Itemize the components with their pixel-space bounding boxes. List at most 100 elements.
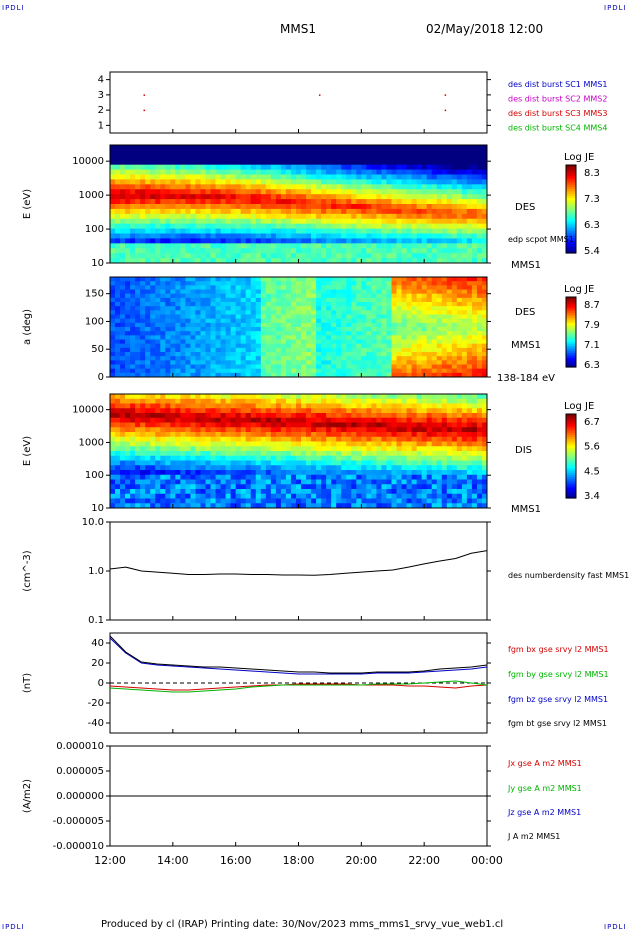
des_energy-cell — [250, 194, 257, 200]
des_pitch-cell — [446, 289, 453, 295]
des_pitch-cell — [170, 331, 176, 336]
dis_energy-cell — [255, 436, 262, 442]
des_pitch-cell — [386, 347, 392, 353]
des_energy-cell — [235, 145, 242, 151]
des_energy-cell — [411, 154, 418, 161]
des_pitch-cell — [391, 335, 398, 340]
des_energy-cell — [220, 208, 227, 215]
des_pitch-cell — [366, 352, 372, 357]
des_energy-cell — [376, 233, 382, 239]
des_pitch-cell — [461, 356, 468, 361]
des_pitch-colorbar-cell — [566, 298, 576, 302]
dis_energy-cell — [301, 479, 307, 485]
dis_energy-cell — [225, 436, 232, 442]
des_pitch-cell — [230, 364, 237, 370]
dis_energy-cell — [280, 451, 287, 457]
dis_energy-cell — [351, 432, 357, 438]
des_pitch-cell — [386, 343, 392, 349]
des_pitch-cell — [290, 352, 297, 357]
des_energy-cell — [336, 218, 342, 225]
des_energy-cell — [245, 194, 252, 200]
dis_energy-cell — [235, 403, 242, 409]
des_pitch-cell — [120, 352, 126, 357]
des_energy-cell — [160, 164, 166, 171]
des_energy-cell — [366, 208, 372, 215]
des_pitch-cell — [386, 339, 392, 345]
des_energy-cell — [295, 149, 302, 156]
des_pitch-cell — [301, 297, 307, 303]
dis_energy-cell — [190, 460, 196, 466]
des_pitch-cell — [461, 368, 468, 374]
des_pitch-cell — [295, 281, 302, 286]
des_pitch-cell — [295, 352, 302, 357]
dis_energy-cell — [265, 394, 272, 400]
des_energy-cell — [361, 154, 367, 161]
dis_energy-cell — [175, 465, 181, 471]
des_pitch-cell — [351, 322, 357, 328]
des_pitch-cell — [416, 297, 423, 303]
des_energy-cell — [406, 199, 413, 205]
des_energy-cell — [205, 223, 212, 230]
des_pitch-cell — [155, 343, 161, 349]
dis_energy-cell — [321, 493, 327, 499]
des_pitch-cell — [461, 281, 468, 286]
des_pitch-cell — [135, 343, 141, 349]
des_pitch-cell — [235, 314, 242, 320]
des_pitch-cell — [180, 310, 186, 315]
des_pitch-cell — [306, 306, 312, 311]
des_energy-cell — [371, 174, 377, 180]
des_pitch-cell — [316, 327, 322, 332]
dis_energy-cell — [376, 413, 382, 419]
des_pitch-cell — [356, 335, 362, 340]
des_pitch-colorbar-cell — [566, 326, 576, 330]
dis_energy-cell — [306, 455, 312, 461]
des_energy-cell — [466, 189, 473, 195]
des_energy-cell — [185, 258, 191, 264]
des_pitch-cell — [140, 343, 146, 349]
des_pitch-cell — [220, 297, 227, 303]
des_pitch-cell — [260, 339, 267, 345]
des_pitch-cell — [306, 285, 312, 290]
dis_energy-cell — [190, 451, 196, 457]
des_pitch-cell — [295, 327, 302, 332]
dis_energy-cell — [366, 422, 372, 428]
des_energy-cell — [301, 194, 307, 200]
dis_energy-cell — [255, 394, 262, 400]
des_energy-cell — [255, 159, 262, 166]
des_energy-cell — [285, 184, 292, 190]
dis_energy-cell — [341, 460, 347, 466]
des_pitch-cell — [451, 306, 458, 311]
dis_energy-cell — [331, 503, 337, 509]
des_energy-cell — [356, 204, 362, 210]
des_pitch-cell — [225, 335, 232, 340]
des_pitch-cell — [431, 364, 438, 370]
des_pitch-cell — [230, 343, 237, 349]
des_pitch-cell — [205, 368, 212, 374]
dis_energy-cell — [220, 451, 227, 457]
des_energy-cell — [235, 199, 242, 205]
des_pitch-cell — [210, 364, 217, 370]
des_pitch-cell — [476, 372, 483, 378]
des_pitch-cell — [466, 293, 473, 299]
dis_energy-cell — [135, 503, 141, 509]
des_energy-cell — [290, 154, 297, 161]
des_energy-cell — [250, 223, 257, 230]
des_pitch-cell — [230, 289, 237, 295]
dis_energy-cell — [270, 427, 277, 433]
des_energy-cell — [416, 253, 423, 259]
dis_energy-cell — [160, 427, 166, 433]
des_energy-cell — [170, 248, 176, 254]
des_energy-cell — [265, 184, 272, 190]
des_pitch-cell — [411, 352, 418, 357]
des_pitch-cell — [316, 335, 322, 340]
des_pitch-cell — [165, 347, 171, 353]
des_pitch-cell — [461, 289, 468, 295]
des_pitch-cell — [411, 360, 418, 365]
dis_energy-cell — [165, 460, 171, 466]
dis_energy-cell — [275, 417, 282, 423]
des_pitch-colorbar-cell — [566, 363, 576, 366]
des_energy-cell — [401, 194, 408, 200]
des_pitch-cell — [311, 310, 317, 315]
des_pitch-cell — [366, 335, 372, 340]
des_energy-cell — [185, 248, 191, 254]
